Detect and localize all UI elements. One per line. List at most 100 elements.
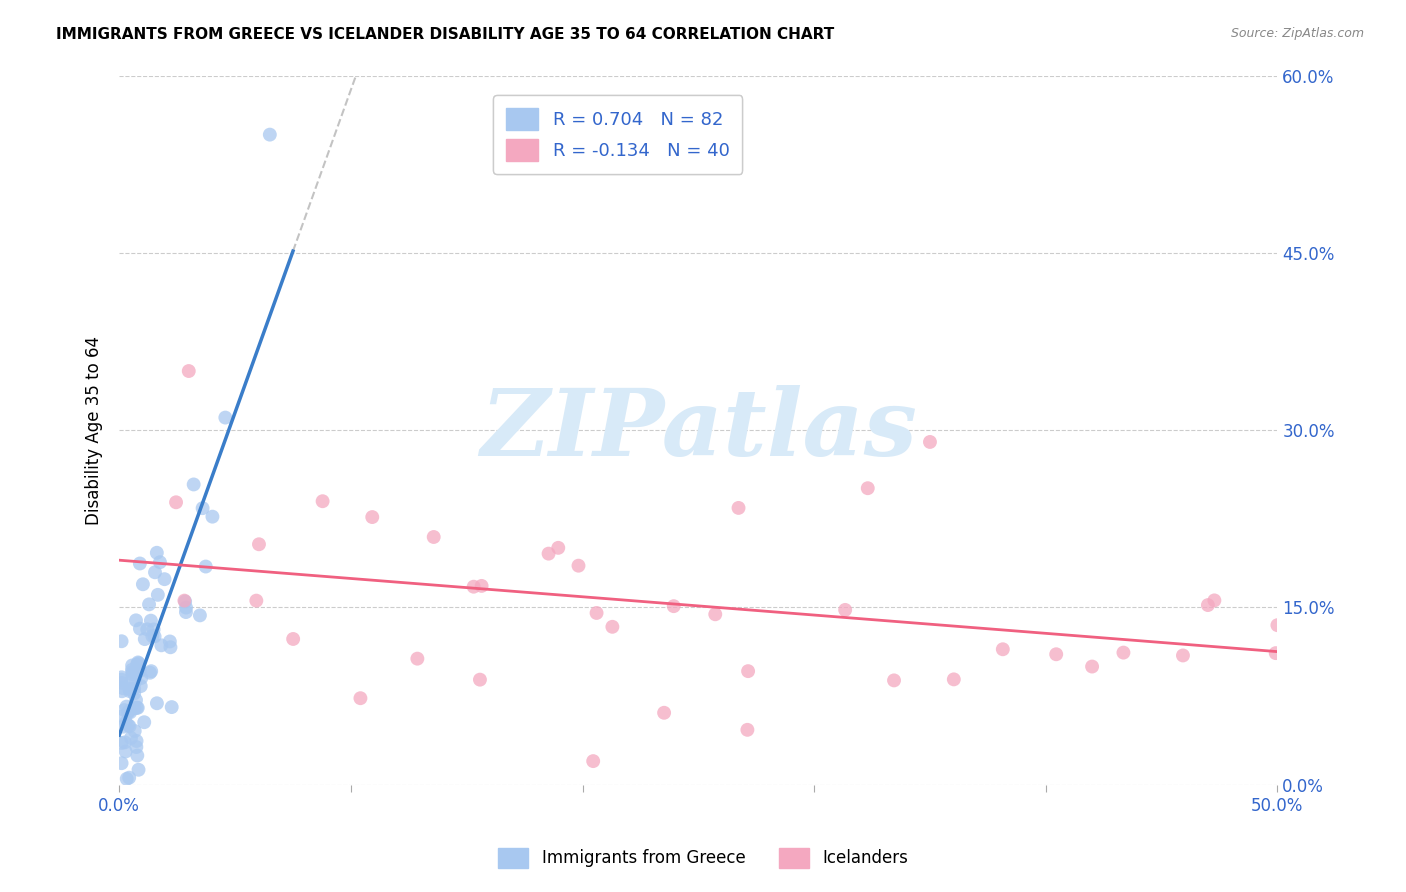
- Point: [114, 735, 136, 749]
- Point: [121, 667, 143, 681]
- Point: [737, 664, 759, 678]
- Point: [115, 715, 138, 730]
- Point: [134, 632, 156, 646]
- Point: [115, 772, 138, 786]
- Point: [139, 614, 162, 628]
- Point: [259, 128, 281, 142]
- Point: [1045, 647, 1067, 661]
- Point: [1112, 646, 1135, 660]
- Text: ZIPatlas: ZIPatlas: [479, 385, 917, 475]
- Point: [582, 754, 605, 768]
- Point: [201, 509, 224, 524]
- Point: [602, 620, 624, 634]
- Point: [114, 744, 136, 758]
- Point: [174, 605, 197, 619]
- Text: IMMIGRANTS FROM GREECE VS ICELANDER DISABILITY AGE 35 TO 64 CORRELATION CHART: IMMIGRANTS FROM GREECE VS ICELANDER DISA…: [56, 27, 835, 42]
- Point: [118, 771, 141, 785]
- Point: [652, 706, 675, 720]
- Point: [110, 673, 132, 687]
- Point: [361, 510, 384, 524]
- Point: [174, 594, 197, 608]
- Point: [214, 410, 236, 425]
- Point: [141, 629, 163, 643]
- Point: [127, 700, 149, 714]
- Point: [120, 673, 142, 688]
- Point: [129, 622, 152, 636]
- Point: [118, 681, 141, 696]
- Point: [547, 541, 569, 555]
- Point: [122, 681, 145, 696]
- Legend: Immigrants from Greece, Icelanders: Immigrants from Greece, Icelanders: [492, 841, 914, 875]
- Point: [537, 547, 560, 561]
- Point: [737, 723, 759, 737]
- Point: [153, 572, 176, 586]
- Point: [120, 706, 142, 720]
- Point: [118, 684, 141, 698]
- Point: [112, 720, 135, 734]
- Point: [117, 718, 139, 732]
- Point: [159, 634, 181, 648]
- Point: [183, 477, 205, 491]
- Point: [194, 559, 217, 574]
- Point: [120, 731, 142, 745]
- Point: [124, 701, 146, 715]
- Point: [111, 684, 134, 698]
- Point: [127, 748, 149, 763]
- Point: [1171, 648, 1194, 663]
- Point: [136, 623, 159, 637]
- Point: [110, 670, 132, 684]
- Point: [125, 693, 148, 707]
- Point: [112, 703, 135, 717]
- Point: [160, 700, 183, 714]
- Point: [311, 494, 333, 508]
- Point: [173, 593, 195, 607]
- Point: [918, 434, 941, 449]
- Point: [942, 673, 965, 687]
- Point: [245, 593, 267, 607]
- Point: [121, 665, 143, 679]
- Point: [146, 588, 169, 602]
- Point: [856, 481, 879, 495]
- Point: [146, 696, 169, 710]
- Point: [177, 364, 200, 378]
- Point: [159, 640, 181, 655]
- Point: [125, 739, 148, 754]
- Point: [174, 600, 197, 615]
- Point: [125, 700, 148, 714]
- Point: [406, 651, 429, 665]
- Point: [188, 608, 211, 623]
- Point: [125, 657, 148, 672]
- Point: [567, 558, 589, 573]
- Point: [146, 546, 169, 560]
- Point: [128, 657, 150, 671]
- Y-axis label: Disability Age 35 to 64: Disability Age 35 to 64: [86, 335, 103, 524]
- Point: [991, 642, 1014, 657]
- Point: [110, 736, 132, 750]
- Point: [143, 629, 166, 643]
- Point: [122, 686, 145, 700]
- Point: [149, 555, 172, 569]
- Point: [704, 607, 727, 622]
- Point: [422, 530, 444, 544]
- Point: [129, 679, 152, 693]
- Point: [117, 706, 139, 720]
- Point: [1081, 659, 1104, 673]
- Point: [727, 500, 749, 515]
- Point: [127, 656, 149, 670]
- Point: [1197, 598, 1219, 612]
- Point: [138, 598, 160, 612]
- Point: [112, 709, 135, 723]
- Point: [118, 719, 141, 733]
- Legend: R = 0.704   N = 82, R = -0.134   N = 40: R = 0.704 N = 82, R = -0.134 N = 40: [494, 95, 742, 174]
- Point: [142, 623, 165, 637]
- Point: [834, 603, 856, 617]
- Point: [1267, 618, 1289, 632]
- Point: [143, 566, 166, 580]
- Point: [585, 606, 607, 620]
- Point: [115, 699, 138, 714]
- Point: [349, 691, 371, 706]
- Point: [110, 634, 132, 648]
- Point: [463, 580, 485, 594]
- Point: [128, 763, 150, 777]
- Point: [1204, 593, 1226, 607]
